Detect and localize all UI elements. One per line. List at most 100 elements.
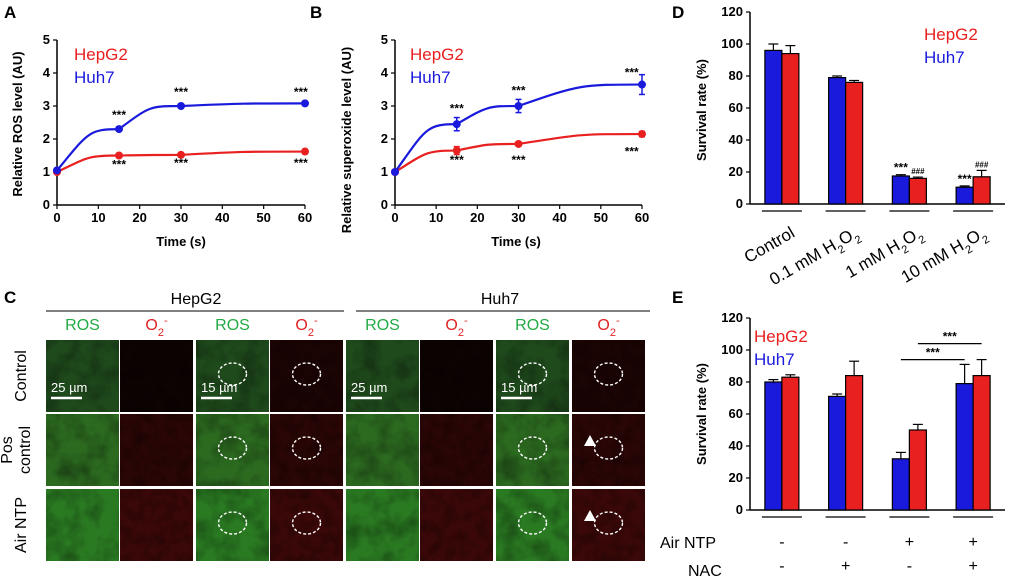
bar-huh7 xyxy=(891,458,910,511)
column-label-superoxide: O2- xyxy=(597,315,620,339)
condition-air-ntp: - xyxy=(779,534,784,551)
significance-label: *** xyxy=(174,156,188,170)
y-tick-label: 2 xyxy=(381,131,388,146)
nucleus-outline xyxy=(217,436,248,460)
micrograph-texture xyxy=(572,340,645,412)
data-point-huh7 xyxy=(452,120,461,129)
panel-letter-b: B xyxy=(310,3,322,22)
bar-hepg2 xyxy=(908,177,927,205)
bar-huh7 xyxy=(764,381,783,511)
significance-label: *** xyxy=(294,85,308,99)
row-label: Poscontrol xyxy=(0,426,34,474)
significance-label: *** xyxy=(294,156,308,170)
significance-label: *** xyxy=(112,158,126,172)
micrograph-texture xyxy=(496,489,569,561)
micrograph-texture xyxy=(496,414,569,486)
bar-hepg2 xyxy=(845,81,864,205)
y-tick-label: 0 xyxy=(736,502,743,517)
bar-hepg2 xyxy=(781,52,800,205)
y-tick-label: 0 xyxy=(43,197,50,212)
nucleus-outline xyxy=(517,362,548,386)
significance-label: *** xyxy=(625,145,639,159)
data-point-huh7 xyxy=(638,80,646,89)
nucleus-outline xyxy=(217,362,248,386)
panel-letter-c: C xyxy=(4,288,16,307)
column-label-superoxide: O2- xyxy=(145,315,168,339)
y-tick-label: 80 xyxy=(729,68,743,83)
y-tick-label: 5 xyxy=(43,32,50,47)
x-tick-label: 30 xyxy=(174,210,188,225)
y-tick-label: 40 xyxy=(729,132,743,147)
legend-huh7-e: Huh7 xyxy=(754,350,795,369)
data-point-huh7 xyxy=(391,168,399,176)
x-tick-label: 60 xyxy=(635,210,649,225)
y-tick-label: 40 xyxy=(729,438,743,453)
y-tick-label: 3 xyxy=(43,98,50,113)
condition-air-ntp: + xyxy=(905,534,914,551)
significance-label: *** xyxy=(894,161,908,175)
micrograph-texture xyxy=(346,340,419,412)
data-point-hepg2 xyxy=(301,147,309,156)
x-tick-label: 50 xyxy=(256,210,270,225)
row-label: Air NTP xyxy=(13,497,30,553)
condition-nac: - xyxy=(779,558,784,575)
bar-hepg2 xyxy=(908,429,927,511)
bar-hepg2 xyxy=(972,375,991,511)
nucleus-outline xyxy=(593,436,624,460)
bar-huh7 xyxy=(828,395,847,511)
y-tick-label: 20 xyxy=(729,470,743,485)
y-tick-label: 0 xyxy=(381,197,388,212)
data-point-huh7 xyxy=(53,166,61,175)
legend-huh7-d: Huh7 xyxy=(924,48,965,67)
scale-bar-label: 15 µm xyxy=(201,380,237,395)
data-point-huh7 xyxy=(177,102,185,110)
condition-air-ntp: + xyxy=(968,534,977,551)
significance-label: ### xyxy=(911,167,925,176)
y-tick-label: 0 xyxy=(736,196,743,211)
y-tick-label: 3 xyxy=(381,98,388,113)
significance-label: *** xyxy=(625,65,639,79)
x-tick-label: 30 xyxy=(511,210,525,225)
chart-e-survival-bar: Survival rate (%) HepG2 Huh7 Air NTP NAC… xyxy=(660,310,1005,580)
bar-hepg2 xyxy=(781,376,800,511)
micrograph-texture xyxy=(572,414,645,486)
arrowhead-icon xyxy=(584,510,596,521)
x-tick-label: 0 xyxy=(53,210,60,225)
micrograph-grid: HepG2 Huh7 ROS O2- ROS O2- ROS O2- ROS O2- Contr… xyxy=(0,291,650,561)
x-tick-label: 40 xyxy=(215,210,229,225)
y-tick-label: 100 xyxy=(721,342,743,357)
significance-label: *** xyxy=(943,330,957,344)
micrograph-texture xyxy=(196,489,269,561)
x-tick-label: 50 xyxy=(594,210,608,225)
bar-huh7 xyxy=(955,383,974,511)
legend-hepg2-b: HepG2 xyxy=(410,45,464,64)
nucleus-outline xyxy=(217,511,248,535)
significance-label: ### xyxy=(975,160,989,169)
x-tick-label: 40 xyxy=(552,210,566,225)
scale-bar-label: 15 µm xyxy=(501,380,537,395)
nucleus-outline xyxy=(291,511,322,535)
condition-air-ntp: - xyxy=(843,534,848,551)
micrograph-texture xyxy=(120,414,193,486)
condition-nac: + xyxy=(968,558,977,575)
significance-label: *** xyxy=(926,346,940,360)
micrograph-texture xyxy=(46,414,119,486)
chart-b-superoxide-line: Relative superoxide level (AU) Time (s) … xyxy=(339,32,649,249)
panel-letter-d: D xyxy=(672,3,684,22)
bar-huh7 xyxy=(955,186,974,205)
bar-hepg2 xyxy=(972,176,991,205)
x-tick-label: 0 xyxy=(391,210,398,225)
series-line-huh7 xyxy=(394,83,643,173)
group-label-hepg2: HepG2 xyxy=(171,291,222,308)
chart-e-row-label-air-ntp: Air NTP xyxy=(660,535,716,552)
micrograph-texture xyxy=(46,340,119,412)
y-tick-label: 5 xyxy=(381,32,388,47)
scale-bar-label: 25 µm xyxy=(351,380,387,395)
y-tick-label: 20 xyxy=(729,164,743,179)
significance-label: *** xyxy=(450,102,464,116)
x-tick-label: 10 xyxy=(429,210,443,225)
x-tick-label: 20 xyxy=(470,210,484,225)
bar-huh7 xyxy=(828,76,847,205)
series-line-hepg2 xyxy=(56,150,306,173)
